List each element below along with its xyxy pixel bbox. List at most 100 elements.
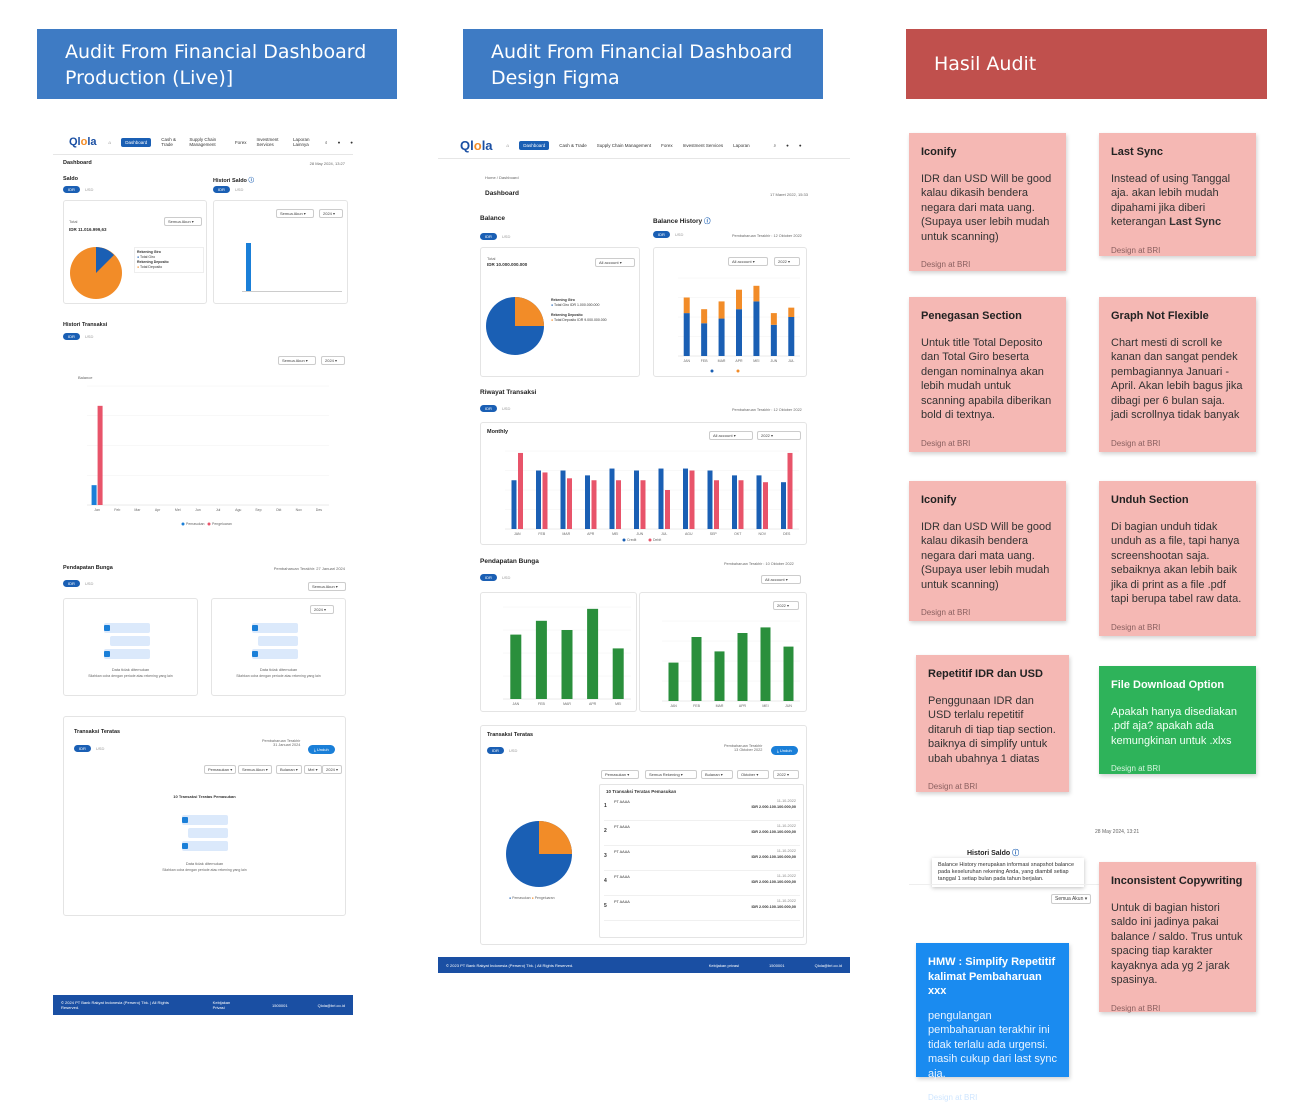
idr-toggle-2[interactable]: IDR [213,186,230,193]
nav-laporan[interactable]: Laporan Lainnya [293,137,310,147]
pendapatan-bunga-title: Pendapatan Bunga [63,565,113,571]
usd-toggle-5[interactable]: USD [95,746,105,751]
user-icon-2[interactable]: ● [798,143,802,148]
semua-akun-select[interactable]: Semua Akun ▾ [164,217,202,226]
usd-toggle-f4[interactable]: USD [501,575,511,580]
info-icon-2[interactable]: ⓘ [703,218,711,225]
idr-toggle-f2[interactable]: IDR [653,231,670,238]
filter-akun[interactable]: Semua Akun ▾ [238,765,272,774]
bar [560,470,566,529]
footer-phone-2[interactable]: 1500001 [769,962,785,968]
figma-dashboard: Qlola ⌂ Dashboard Cash & Trade Supply Ch… [438,132,850,977]
transaction-row[interactable]: 2 PT AAAA 11-10-2022 IDR 2.000.100.100.000,… [604,824,800,846]
idr-toggle-f1[interactable]: IDR [480,233,497,240]
search-icon[interactable]: ⌕ [325,139,328,145]
all-account-select-3[interactable]: All account ▾ [709,431,753,440]
nav-investment[interactable]: Investment Services [256,137,279,147]
footer-privacy-2[interactable]: Kebijakan privasi [708,962,740,968]
nav-forex[interactable]: Forex [234,139,247,145]
filter-rekening-2[interactable]: Semua Rekening ▾ [645,770,697,779]
histori-transaksi-chart: Jan Feb Mar Apr Mei Jun Jul Agu Sep Okt Nov Des Pema… [87,385,329,526]
nav-dashboard[interactable]: Dashboard [121,137,152,147]
idr-toggle-3[interactable]: IDR [63,333,80,340]
year-select-f4[interactable]: 2022 ▾ [773,601,799,610]
idr-toggle[interactable]: IDR [63,186,80,193]
user-icon[interactable]: ● [350,139,353,145]
year-select-4[interactable]: 2024 ▾ [310,605,334,614]
footer-email-2[interactable]: Qlola@bri.co.id [814,962,842,968]
footer-phone[interactable]: 1500001 [272,1002,288,1008]
usd-toggle[interactable]: USD [84,187,94,192]
legend-label: Debit [653,538,661,542]
usd-toggle-f3[interactable]: USD [501,406,511,411]
year-select-f3[interactable]: 2022 ▾ [757,431,801,440]
empty-state-illustration [104,623,154,659]
nav-forex-2[interactable]: Forex [661,143,673,148]
tick-label: MEI [615,702,621,706]
idr-toggle-f4[interactable]: IDR [480,574,497,581]
tick-label: Mei [175,508,181,512]
legend-dot [710,369,714,373]
all-account-select-4[interactable]: All account ▾ [761,575,801,584]
filter-pemasukan[interactable]: Pemasukan ▾ [204,765,237,774]
bell-icon[interactable]: ● [337,139,341,145]
idr-toggle-5[interactable]: IDR [74,745,91,752]
filter-bulan-2[interactable]: Oktober ▾ [737,770,769,779]
unduh-button-2[interactable]: ⤓ Unduh [771,746,798,755]
home-icon[interactable]: ⌂ [108,139,112,145]
nav-investment-2[interactable]: Investment Services [682,143,724,148]
year-select-f2[interactable]: 2022 ▾ [774,257,800,266]
legend-label: Pemasukan [186,522,205,526]
semua-akun-select-4[interactable]: Semua Akun ▾ [308,582,346,591]
nav-dashboard-2[interactable]: Dashboard [519,141,550,150]
filter-periode[interactable]: Bulanan ▾ [276,765,302,774]
usd-toggle-3[interactable]: USD [84,334,94,339]
nav-scm-2[interactable]: Supply Chain Management [596,143,652,148]
filter-tahun-2[interactable]: 2022 ▾ [773,770,799,779]
nav-laporan-2[interactable]: Laporan [733,143,750,148]
tick-label: APR [739,704,747,708]
footer-privacy[interactable]: Kebijakan Privasi [212,1000,231,1010]
timestamp: 28 May 2024, 13:27 [309,161,345,166]
transaction-row[interactable]: 4 PT AAAA 11-10-2022 IDR 2.000.100.100.000,… [604,874,800,896]
footer-email[interactable]: Qlola@bri.co.id [317,1002,345,1008]
snippet-select[interactable]: Semua Akun ▾ [1051,894,1092,904]
idr-toggle-4[interactable]: IDR [63,580,80,587]
info-icon[interactable]: ⓘ [248,178,254,184]
bar [683,297,690,314]
idr-toggle-f3[interactable]: IDR [480,405,497,412]
year-select[interactable]: 2024 ▾ [319,209,343,218]
usd-toggle-2[interactable]: USD [234,187,244,192]
filter-tahun[interactable]: 2024 ▾ [322,765,343,774]
note-repetitif-idr-usd: Repetitif IDR dan USD Penggunaan IDR dan … [916,655,1069,792]
semua-akun-select-2[interactable]: Semua Akun ▾ [276,209,314,218]
info-icon-3[interactable]: ⓘ [1012,850,1020,857]
tick-label: Jul [216,508,221,512]
usd-toggle-f1[interactable]: USD [501,234,511,239]
bar [714,651,725,701]
all-account-select-2[interactable]: All account ▾ [728,257,768,266]
transaction-row[interactable]: 3 PT AAAA 11-10-2022 IDR 2.000.100.100.000,… [604,849,800,871]
home-icon-2[interactable]: ⌂ [506,143,510,148]
pembaharuan-terakhir: Pembaharuan Terakhir: 27 Januari 2024 [273,566,345,571]
search-icon-2[interactable]: ⌕ [773,143,777,148]
all-account-select[interactable]: All account ▾ [595,258,635,267]
nav-cash-trade[interactable]: Cash & Trade [161,137,177,147]
filter-pemasukan-2[interactable]: Pemasukan ▾ [601,770,639,779]
bar [591,480,597,529]
unduh-button[interactable]: ⤓ Unduh [308,745,335,754]
idr-toggle-f5[interactable]: IDR [487,747,504,754]
filter-periode-2[interactable]: Bulanan ▾ [701,770,733,779]
transaction-row[interactable]: 1 PT AAAA 11-10-2022 IDR 2.000.100.100.000,… [604,799,800,821]
filter-bulan[interactable]: Mei ▾ [304,765,322,774]
semua-akun-select-3[interactable]: Semua Akun ▾ [278,356,316,365]
transaction-row[interactable]: 5 PT AAAA 11-10-2022 IDR 2.000.100.100.000,… [604,899,800,921]
usd-toggle-f5[interactable]: USD [508,748,518,753]
year-select-3[interactable]: 2024 ▾ [321,356,345,365]
nav-scm[interactable]: Supply Chain Management [189,137,217,147]
bar [683,313,690,356]
nav-cash-trade-2[interactable]: Cash & Trade [559,143,587,148]
usd-toggle-4[interactable]: USD [84,581,94,586]
usd-toggle-f2[interactable]: USD [674,232,684,237]
bell-icon-2[interactable]: ● [786,143,789,148]
